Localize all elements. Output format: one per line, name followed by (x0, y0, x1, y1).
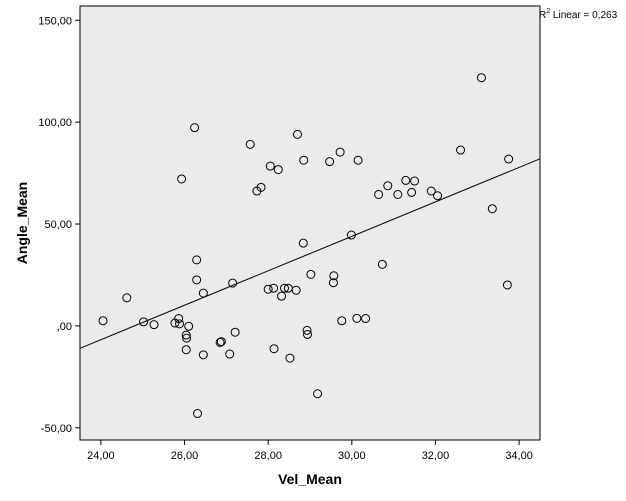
data-point (184, 321, 194, 331)
data-point (298, 238, 308, 248)
data-point (175, 319, 185, 329)
x-tick-label: 26,00 (171, 450, 199, 462)
data-point (139, 317, 149, 327)
x-tick-label: 30,00 (338, 450, 366, 462)
y-tick-label: 100,00 (38, 117, 72, 129)
data-point (504, 154, 514, 164)
plot-area (79, 5, 541, 441)
x-tick-label: 28,00 (254, 450, 282, 462)
data-point (174, 314, 184, 324)
data-point (410, 176, 420, 186)
data-point (181, 330, 191, 340)
x-axis: 24,00 26,00 28,00 30,00 32,00 34,00 (87, 440, 533, 462)
r-squared-annotation: R2 Linear = 0,263 (539, 8, 618, 21)
data-point (352, 313, 362, 323)
data-point (190, 123, 200, 133)
y-tick-label: 150,00 (38, 15, 72, 27)
data-point (401, 175, 411, 185)
y-tick-label: 50,00 (44, 219, 72, 231)
data-point (306, 269, 316, 279)
data-point (269, 344, 279, 354)
data-point (313, 389, 323, 399)
data-point (198, 350, 208, 360)
data-point (329, 271, 339, 281)
data-point (487, 204, 497, 214)
data-point (377, 259, 387, 269)
data-point (502, 280, 512, 290)
data-point (456, 145, 466, 155)
data-point (353, 155, 363, 165)
data-point (193, 409, 203, 419)
data-point (122, 293, 132, 303)
data-point (291, 285, 301, 295)
data-point (426, 186, 436, 196)
data-point (177, 174, 187, 184)
data-point (292, 129, 302, 139)
data-point (245, 139, 255, 149)
data-point (374, 189, 384, 199)
data-point (269, 283, 279, 293)
data-point (216, 337, 226, 347)
data-point (393, 189, 403, 199)
data-point (302, 325, 312, 335)
data-point (337, 316, 347, 326)
data-point (299, 155, 309, 165)
y-tick-label: ,00 (57, 321, 72, 333)
data-point (215, 337, 225, 347)
data-point (228, 278, 238, 288)
data-point (98, 316, 108, 326)
data-point (265, 161, 275, 171)
data-point (182, 333, 192, 343)
y-axis-title: Angle_Mean (14, 182, 30, 264)
data-point (383, 181, 393, 191)
data-point (279, 283, 289, 293)
data-point (263, 284, 273, 294)
data-point (273, 165, 283, 175)
x-tick-label: 32,00 (422, 450, 450, 462)
data-point (149, 320, 159, 330)
x-tick-label: 34,00 (505, 450, 533, 462)
data-point (328, 278, 338, 288)
data-point (476, 73, 486, 83)
x-tick-label: 24,00 (87, 450, 115, 462)
data-point (192, 275, 202, 285)
data-point (192, 255, 202, 265)
x-axis-title: Vel_Mean (278, 471, 342, 487)
data-point (256, 182, 266, 192)
data-point (325, 157, 335, 167)
data-point (198, 288, 208, 298)
y-tick-label: -50,00 (41, 423, 72, 435)
data-point (433, 191, 443, 201)
data-point (225, 349, 235, 359)
linear-fit-line (79, 158, 541, 349)
data-point (361, 314, 371, 324)
data-point (302, 329, 312, 339)
data-point (346, 230, 356, 240)
data-point (230, 327, 240, 337)
data-point (181, 345, 191, 355)
data-point (407, 187, 417, 197)
data-points (98, 73, 514, 419)
data-point (335, 147, 345, 157)
y-axis: -50,00 ,00 50,00 100,00 150,00 (38, 15, 80, 435)
data-point (285, 353, 295, 363)
data-point (277, 291, 287, 301)
